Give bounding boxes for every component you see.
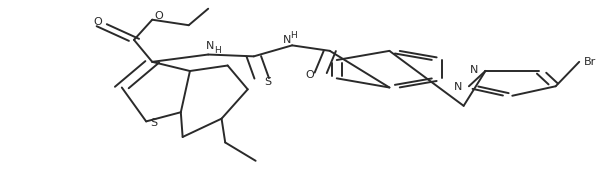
Text: N: N	[470, 65, 479, 75]
Text: N: N	[283, 35, 291, 45]
Text: S: S	[264, 77, 271, 87]
Text: H: H	[214, 46, 221, 55]
Text: O: O	[93, 17, 103, 27]
Text: O: O	[154, 11, 163, 21]
Text: S: S	[150, 118, 157, 128]
Text: N: N	[454, 82, 462, 92]
Text: H: H	[291, 31, 298, 40]
Text: N: N	[206, 41, 214, 51]
Text: O: O	[306, 70, 314, 80]
Text: Br: Br	[584, 57, 596, 67]
